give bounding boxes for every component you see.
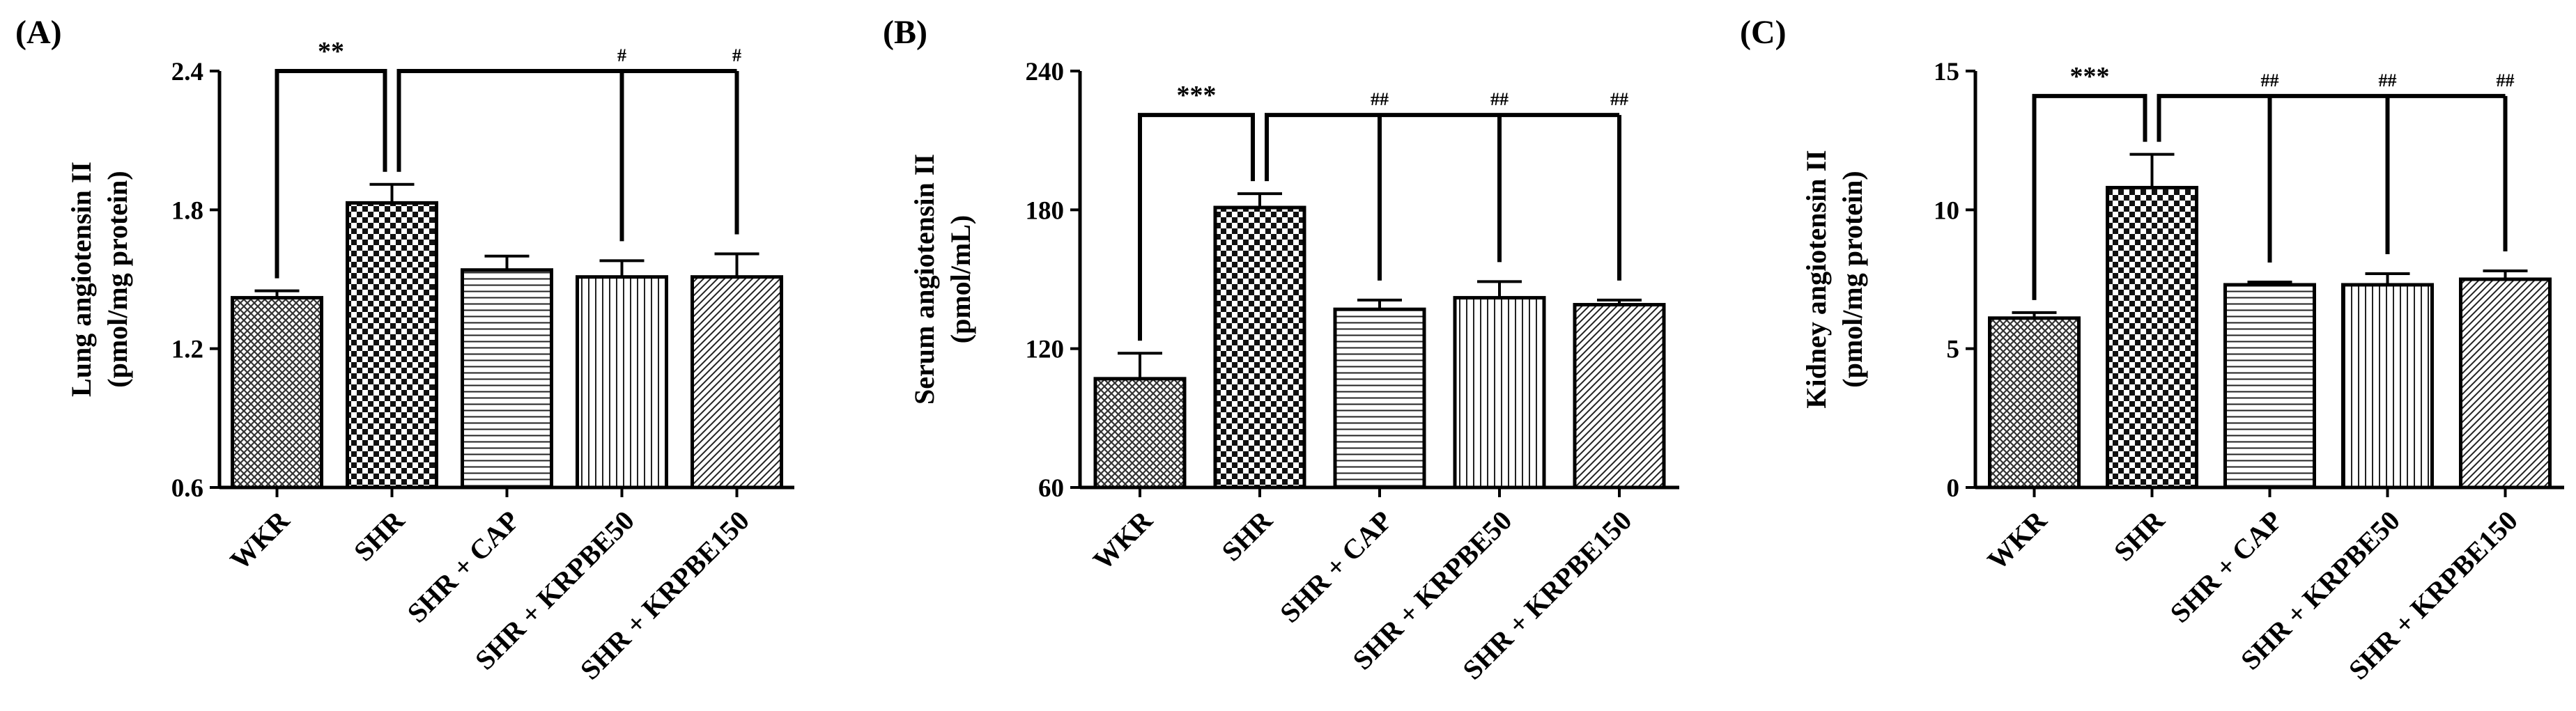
significance-label: ## bbox=[2497, 70, 2515, 91]
significance-bracket bbox=[275, 69, 387, 279]
y-tick-label: 10 bbox=[1934, 196, 1959, 225]
y-tick-label: 0 bbox=[1947, 474, 1960, 503]
significance-label: ## bbox=[1490, 89, 1509, 109]
panel-label: (A) bbox=[15, 14, 62, 51]
bar bbox=[1213, 205, 1306, 490]
y-tick-label: 240 bbox=[1026, 58, 1065, 86]
bar bbox=[461, 268, 553, 490]
bar bbox=[2106, 185, 2198, 490]
bar bbox=[1333, 307, 1426, 490]
significance-label: ** bbox=[318, 37, 344, 66]
y-axis-title-units: (pmol/mg protein) bbox=[102, 171, 133, 387]
bar bbox=[691, 275, 783, 490]
significance-label: ## bbox=[2261, 70, 2279, 91]
y-axis-title-units: (pmol/mL) bbox=[945, 215, 976, 343]
significance-label: # bbox=[732, 45, 741, 65]
y-tick-label: 0.6 bbox=[171, 474, 203, 503]
x-tick-label: WKR bbox=[1981, 504, 2053, 576]
chart-panel-a: (A) Lung angiotensin II (pmol/mg protein) 0… bbox=[15, 14, 794, 686]
x-tick-label: WKR bbox=[224, 504, 295, 576]
y-axis-title: Serum angiotensin II bbox=[909, 154, 940, 405]
y-tick-label: 5 bbox=[1947, 336, 1960, 364]
x-tick-label: SHR + CAP bbox=[1274, 505, 1398, 629]
significance-bracket bbox=[1265, 113, 1619, 182]
y-tick-label: 1.2 bbox=[171, 336, 203, 364]
x-tick-label: WKR bbox=[1087, 504, 1159, 576]
significance-label: ## bbox=[1610, 89, 1628, 109]
bar bbox=[1093, 377, 1187, 490]
x-tick-label: SHR bbox=[1215, 504, 1279, 568]
bar bbox=[2223, 283, 2316, 490]
bar bbox=[1573, 303, 1666, 490]
panel-label: (C) bbox=[1740, 14, 1787, 51]
bar bbox=[1988, 316, 2081, 490]
significance-label: ## bbox=[1371, 89, 1389, 109]
y-axis-title-units: (pmol/mg protein) bbox=[1837, 171, 1868, 387]
x-tick-label: SHR + CAP bbox=[401, 505, 525, 629]
bar bbox=[346, 201, 438, 490]
y-tick-label: 120 bbox=[1026, 336, 1065, 364]
significance-label: # bbox=[617, 45, 626, 65]
y-tick-label: 60 bbox=[1038, 474, 1064, 503]
bar bbox=[2341, 283, 2434, 490]
bar bbox=[576, 275, 668, 490]
significance-bracket bbox=[2032, 93, 2147, 300]
significance-bracket bbox=[2157, 93, 2506, 142]
significance-label: *** bbox=[2070, 62, 2110, 91]
chart-panel-c: (C) Kidney angiotensin II (pmol/mg protein… bbox=[1740, 14, 2564, 686]
y-tick-label: 2.4 bbox=[171, 58, 203, 86]
y-axis-title: Kidney angiotensin II bbox=[1800, 150, 1832, 408]
y-tick-label: 180 bbox=[1026, 196, 1065, 225]
bar bbox=[1453, 296, 1546, 490]
significance-bracket bbox=[396, 69, 737, 172]
significance-label: *** bbox=[1177, 81, 1217, 110]
x-tick-label: SHR bbox=[348, 504, 411, 568]
significance-bracket bbox=[1138, 113, 1255, 341]
x-tick-label: SHR bbox=[2108, 504, 2171, 568]
x-tick-label: SHR + CAP bbox=[2164, 505, 2288, 629]
bar bbox=[231, 296, 323, 490]
y-axis-title: Lung angiotensin II bbox=[65, 162, 97, 397]
bar bbox=[2459, 277, 2552, 490]
significance-label: ## bbox=[2379, 70, 2397, 91]
y-tick-label: 1.8 bbox=[171, 196, 203, 225]
y-tick-label: 15 bbox=[1934, 58, 1959, 86]
panel-label: (B) bbox=[883, 14, 927, 51]
chart-panel-b: (B) Serum angiotensin II (pmol/mL) 60 120 180… bbox=[883, 14, 1679, 686]
